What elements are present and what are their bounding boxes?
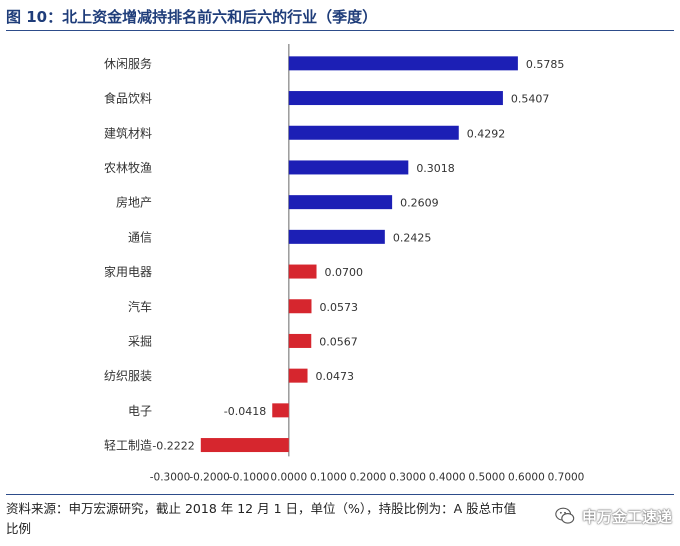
category-label-9: 采掘 — [128, 333, 152, 348]
x-tick-label-11: 0.7000 — [548, 471, 585, 483]
bar-2 — [288, 91, 503, 106]
bar-5 — [288, 195, 393, 210]
bar-6 — [288, 229, 385, 244]
data-label-11: -0.0418 — [224, 405, 266, 418]
x-tick-label-6: 0.2000 — [350, 471, 387, 483]
title-divider — [6, 30, 674, 31]
bar-1 — [288, 56, 518, 71]
category-label-3: 建筑材料 — [104, 125, 152, 140]
source-note: 资料来源：申万宏源研究，截止 2018 年 12 月 1 日，单位（%），持股比… — [6, 499, 566, 539]
source-note-line2: 比例 — [6, 521, 32, 536]
wechat-icon — [555, 507, 575, 524]
category-label-1: 休闲服务 — [104, 56, 152, 71]
bar-11 — [272, 403, 289, 418]
category-label-10: 纺织服装 — [104, 369, 152, 383]
x-tick-label-2: -0.2000 — [189, 471, 230, 483]
data-label-12: -0.2222 — [152, 440, 194, 453]
category-label-2: 食品饮料 — [104, 91, 152, 106]
x-tick-label-10: 0.6000 — [508, 471, 545, 483]
bar-chart: 休闲服务 0.5785 食品饮料 0.5407 建筑材料 0.4292 农林牧渔 0.3018… — [104, 44, 585, 483]
data-label-9: 0.0567 — [319, 335, 358, 348]
bar-3 — [288, 125, 459, 140]
x-tick-label-3: -0.1000 — [229, 471, 270, 483]
bar-9 — [288, 333, 312, 348]
chart-title: 图 10：北上资金增减持排名前六和后六的行业（季度） — [6, 8, 378, 26]
category-label-11: 电子 — [128, 404, 152, 418]
source-note-line1: 资料来源：申万宏源研究，截止 2018 年 12 月 1 日，单位（%），持股比… — [6, 501, 517, 516]
x-tick-label-5: 0.1000 — [310, 471, 347, 483]
data-label-5: 0.2609 — [400, 197, 439, 210]
data-label-10: 0.0473 — [316, 370, 355, 383]
x-tick-label-7: 0.3000 — [389, 471, 426, 483]
bar-7 — [288, 264, 317, 279]
data-label-2: 0.5407 — [511, 93, 550, 106]
watermark: 申万金工速递 — [554, 504, 672, 528]
data-label-1: 0.5785 — [526, 58, 565, 71]
bar-8 — [288, 299, 312, 314]
category-label-4: 农林牧渔 — [104, 161, 152, 175]
category-label-7: 家用电器 — [104, 264, 152, 279]
x-tick-label-1: -0.3000 — [150, 471, 191, 483]
x-tick-label-4: 0.0000 — [270, 471, 307, 483]
data-label-4: 0.3018 — [416, 162, 455, 175]
data-label-6: 0.2425 — [393, 231, 432, 244]
footer-divider — [6, 494, 674, 495]
category-label-5: 房地产 — [116, 195, 152, 210]
bar-12 — [200, 438, 289, 453]
x-tick-label-9: 0.5000 — [468, 471, 505, 483]
category-label-12: 轻工制造 — [104, 439, 152, 453]
x-tick-label-8: 0.4000 — [429, 471, 466, 483]
bar-10 — [288, 368, 308, 383]
data-label-8: 0.0573 — [319, 301, 358, 314]
data-label-3: 0.4292 — [467, 127, 506, 140]
watermark-text: 申万金工速递 — [581, 507, 672, 526]
category-label-6: 通信 — [128, 230, 152, 244]
bar-4 — [288, 160, 409, 175]
category-label-8: 汽车 — [128, 299, 152, 314]
data-label-7: 0.0700 — [325, 266, 364, 279]
